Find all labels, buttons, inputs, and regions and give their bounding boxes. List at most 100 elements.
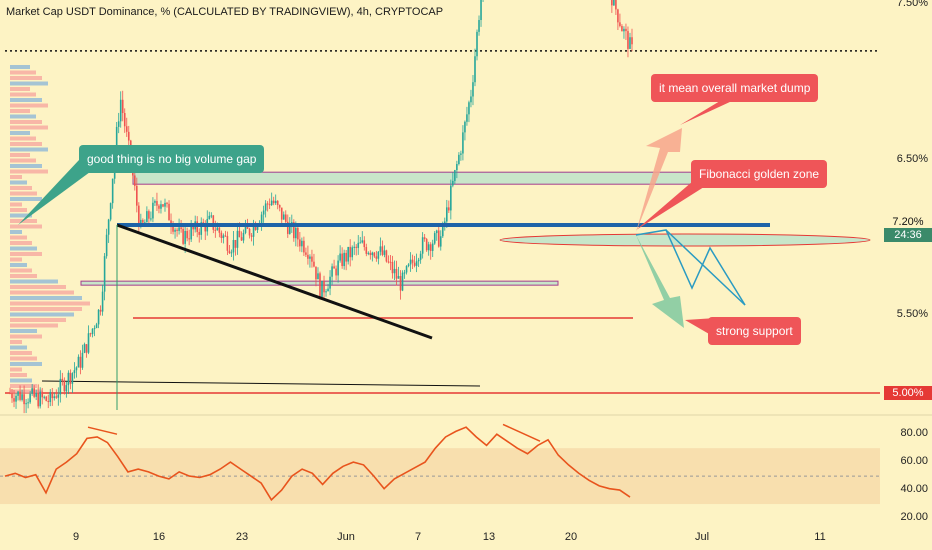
candle-body — [39, 391, 41, 407]
candle-body — [220, 232, 223, 238]
candle-body — [216, 227, 219, 231]
candle-body — [238, 230, 241, 238]
candle-body — [307, 254, 309, 259]
candle-body — [274, 200, 277, 204]
candle-body — [387, 261, 390, 263]
volume-profile-bar — [10, 213, 32, 218]
candle-body — [37, 392, 39, 407]
candle-body — [355, 246, 358, 248]
volume-profile-bar — [10, 92, 36, 97]
time-tick-label: 9 — [72, 531, 80, 543]
volume-profile-bar — [10, 279, 58, 284]
candle-body — [57, 394, 60, 398]
candle-body — [79, 356, 82, 368]
volume-profile-bar — [10, 384, 37, 388]
candle-body — [9, 393, 11, 394]
candle-body — [144, 222, 146, 224]
candle-body — [136, 185, 138, 206]
candle-body — [615, 0, 617, 10]
candle-body — [264, 203, 267, 211]
countdown-tag: 24:36 — [884, 228, 932, 242]
volume-profile-bar — [10, 219, 37, 223]
callout-strong-support[interactable]: strong support — [708, 317, 801, 345]
candle-body — [121, 99, 124, 114]
candle-body — [33, 388, 35, 397]
candle-body — [73, 370, 76, 374]
candle-body — [232, 239, 235, 253]
candle-body — [184, 230, 186, 244]
candle-body — [23, 394, 25, 405]
candle-body — [297, 227, 299, 240]
candle-body — [55, 396, 58, 398]
candle-body — [397, 276, 400, 279]
candle-body — [429, 244, 432, 251]
candle-body — [224, 235, 227, 237]
candle-body — [341, 253, 343, 267]
candle-body — [162, 204, 164, 207]
callout-market-dump[interactable]: it mean overall market dump — [651, 74, 819, 102]
callout-pointer-green — [18, 160, 90, 225]
candle-body — [150, 218, 152, 220]
callout-volume-gap[interactable]: good thing is no big volume gap — [79, 145, 265, 173]
rsi-tick-label: 60.00 — [900, 455, 928, 468]
volume-profile-bar — [10, 103, 48, 108]
candle-body — [117, 121, 120, 127]
candle-body — [299, 239, 301, 247]
callout-pointer-red-fib — [636, 175, 715, 230]
candle-body — [345, 252, 347, 262]
volume-profile-bar — [10, 268, 32, 273]
candle-body — [462, 132, 464, 154]
candle-body — [629, 37, 631, 49]
volume-profile-bar — [10, 98, 42, 102]
candle-body — [278, 205, 281, 208]
candle-body — [234, 239, 237, 248]
volume-profile-bar — [10, 175, 22, 179]
arrow-down-green — [636, 235, 684, 328]
volume-profile-bar — [10, 257, 22, 262]
candle-body — [446, 207, 448, 222]
volume-profile-bar — [10, 158, 36, 163]
candle-body — [69, 372, 72, 384]
callout-fibonacci-zone[interactable]: Fibonacci golden zone — [691, 160, 828, 188]
candle-body — [154, 201, 156, 203]
volume-profile-bar — [10, 147, 48, 152]
candle-body — [152, 202, 154, 219]
volume-profile-bar — [10, 318, 66, 322]
candle-body — [319, 273, 321, 298]
candle-body — [385, 250, 388, 262]
candle-body — [293, 222, 295, 239]
volume-profile-bar — [10, 290, 74, 295]
volume-profile-bar — [10, 252, 42, 256]
candle-body — [431, 243, 434, 251]
candle-body — [335, 268, 337, 276]
callout-pointer-red-dump — [680, 95, 745, 125]
candle-body — [460, 153, 462, 155]
rsi-tick-label: 40.00 — [900, 483, 928, 496]
candle-body — [19, 391, 21, 400]
candle-body — [208, 215, 211, 219]
candle-body — [464, 121, 466, 133]
candle-body — [379, 246, 382, 252]
volume-profile-bar — [10, 378, 32, 383]
candle-body — [186, 230, 188, 239]
volume-profile-bar — [10, 81, 48, 86]
thin-trend-line — [41, 380, 481, 387]
volume-profile-bar — [10, 65, 30, 69]
candle-body — [146, 211, 148, 223]
candle-body — [256, 225, 259, 230]
candle-body — [75, 367, 78, 371]
candle-body — [192, 226, 194, 230]
candle-body — [156, 201, 158, 206]
candle-body — [472, 82, 474, 97]
candle-body — [174, 229, 176, 232]
candle-body — [17, 391, 19, 396]
candle-body — [383, 250, 386, 255]
last-price-tag: 7.20% — [884, 215, 932, 229]
candle-body — [411, 259, 414, 263]
candle-body — [21, 394, 23, 400]
candle-body — [401, 272, 404, 291]
volume-profile-bar — [10, 197, 42, 201]
time-tick-label: Jun — [337, 531, 355, 543]
rsi-line — [4, 426, 631, 502]
candle-body — [617, 9, 619, 23]
